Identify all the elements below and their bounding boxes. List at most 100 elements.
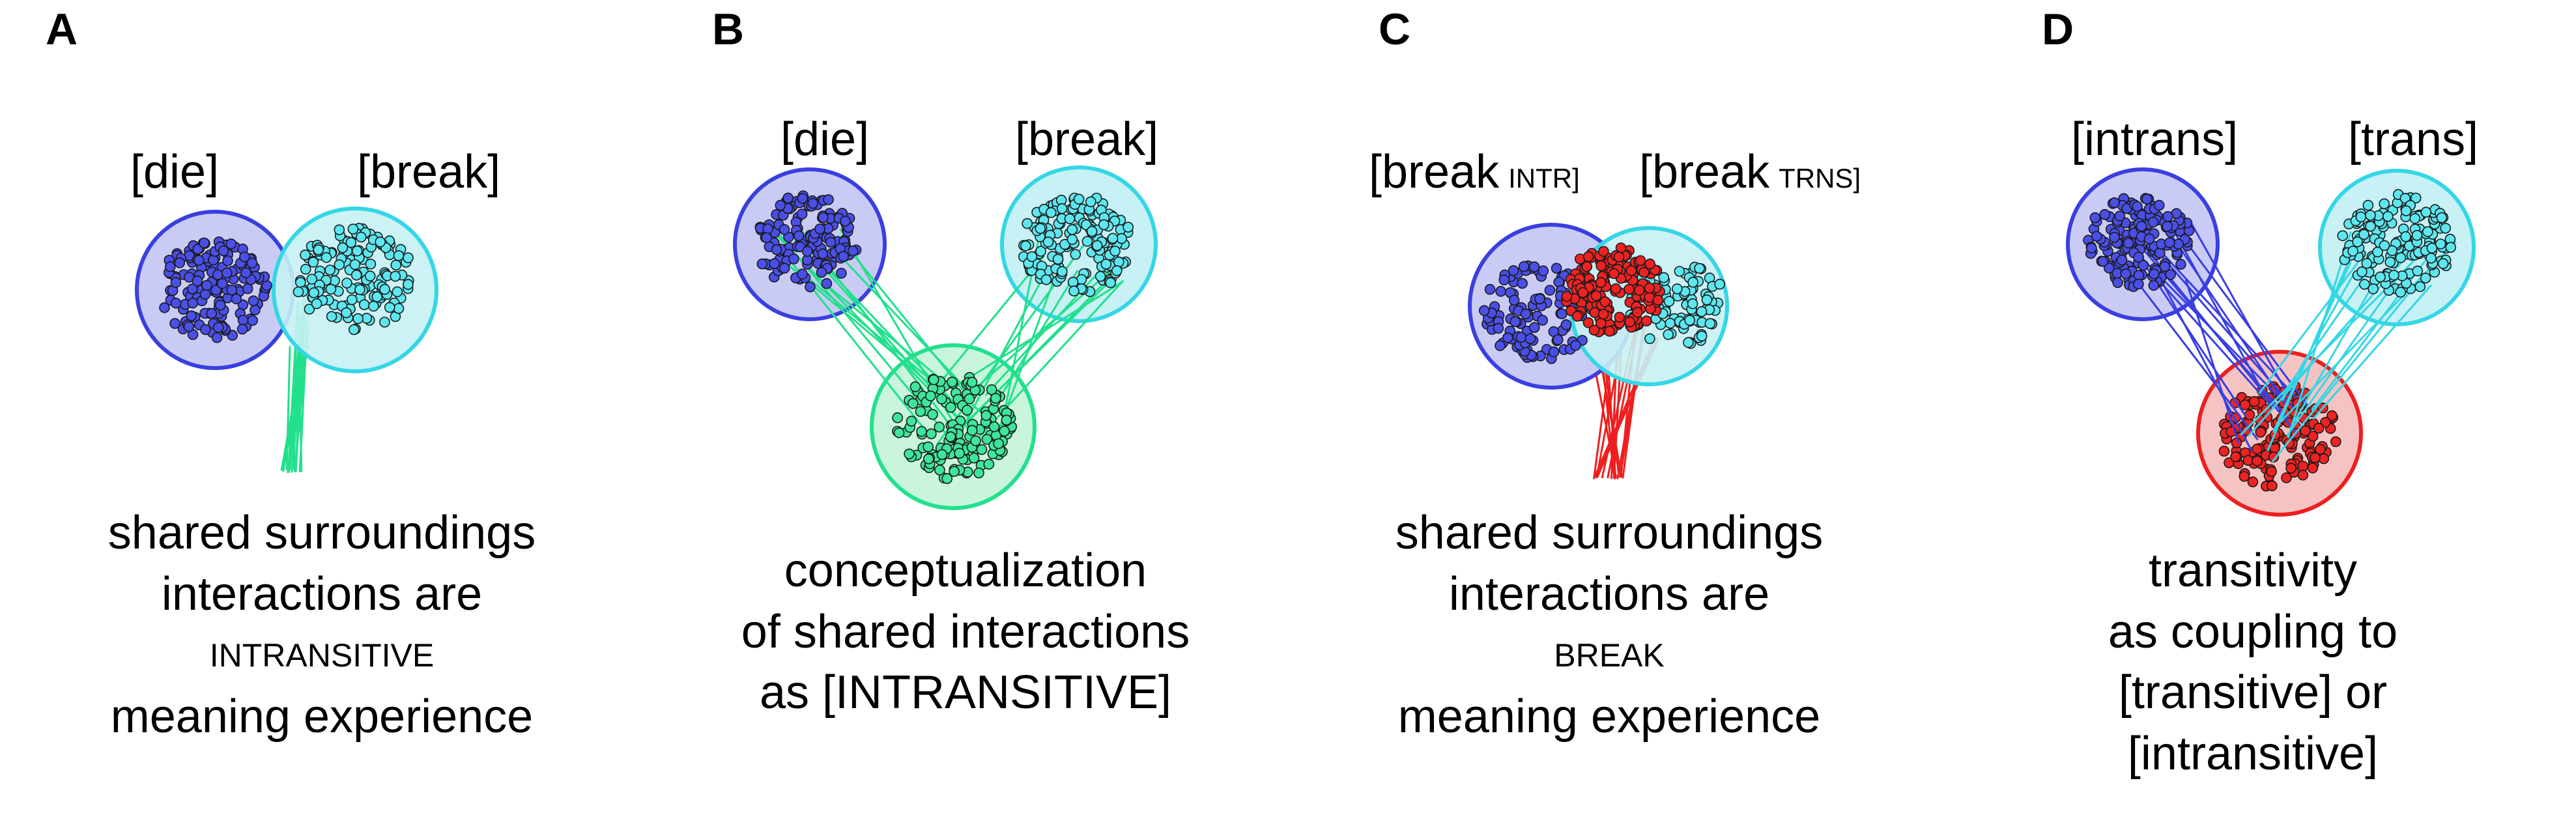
cluster-node [936,393,947,405]
cluster-node [2400,231,2412,242]
cluster-node [375,236,386,248]
cluster-node [1518,261,1530,272]
cluster-node [2162,210,2173,222]
cluster-node [924,390,936,402]
cluster-node [239,251,250,263]
cluster-node [183,321,195,332]
cluster-node [983,459,995,470]
cluster-node [825,236,837,248]
cluster-node [2310,452,2321,464]
cluster-node [371,291,383,302]
cluster-node [936,449,948,461]
cluster-node [2153,199,2165,211]
cluster-node [2330,436,2341,448]
cluster-node [1502,332,1513,343]
cluster-node [1696,306,1708,317]
cluster-node [1599,296,1610,307]
cluster-node [838,251,850,262]
cluster-node [1633,285,1645,296]
cluster-node [2337,230,2349,242]
cluster-node [1613,251,1625,263]
panel-letter: D [2042,5,2074,54]
cluster-node [2143,233,2155,245]
cluster-node [1111,265,1123,276]
cluster-node [2400,205,2412,216]
cluster-node [980,410,992,421]
caption-line: conceptualization [784,545,1147,597]
cluster-node [2133,251,2144,263]
cluster-node [226,284,238,296]
cluster-node [2109,197,2120,208]
cluster-node [2440,222,2452,234]
cluster-node [1614,311,1625,323]
cluster-node [909,381,921,393]
cluster-node [324,264,336,276]
caption: transitivity as coupling to [transitive]… [1931,541,2575,784]
cluster-node [390,259,402,271]
cluster-node [354,284,365,295]
cluster-node [2252,443,2263,455]
trans-label: [trans] [2348,113,2479,165]
cluster-node [1595,277,1607,288]
cluster-node [1059,238,1070,250]
cluster-node [169,318,180,329]
cluster-node [1484,283,1496,295]
cluster-node [2313,422,2325,434]
cluster-node [1095,270,1106,282]
cluster-node [962,405,973,416]
cluster-node [999,425,1010,437]
cluster-node [334,224,345,236]
cluster-node [1561,291,1573,302]
break-label: [break] [357,146,501,198]
cluster-node [225,238,237,250]
cluster-node [199,289,211,300]
cluster-node [403,279,414,290]
cluster-node [2437,258,2449,269]
caption-line: [transitive] or [2118,666,2388,719]
caption-line: BREAK [1554,637,1665,674]
cluster-node [1581,261,1593,272]
cluster-node [928,374,939,386]
cluster-node [2445,242,2457,253]
interaction-link [2267,229,2363,451]
cluster-node [222,255,233,266]
cluster-node [966,377,978,388]
cluster-node [1520,308,1532,320]
cluster-node [945,401,956,413]
cluster-node [2266,466,2277,478]
caption: shared surroundings interactions are INT… [0,503,644,748]
cluster-node [1508,265,1519,276]
interaction-link [2187,218,2289,396]
cluster-node [1582,317,1594,328]
cluster-node [2154,247,2166,259]
cluster-node [840,216,851,227]
cluster-node [2148,268,2160,279]
cluster-node [1694,263,1705,274]
cluster-node [823,194,834,205]
cluster-node [308,287,320,298]
interaction-link [2286,274,2401,437]
cluster-node [769,258,780,269]
caption-line: [intransitive] [2127,727,2379,780]
cluster-node [368,300,379,312]
cluster-node [1552,334,1564,345]
cluster-node [1081,236,1093,247]
cluster-node [1704,318,1716,329]
cluster-node [847,245,859,257]
caption-line: interactions are [161,567,483,620]
interaction-link [2134,279,2259,441]
cluster-node [174,257,186,268]
cluster-node [1598,246,1609,257]
cluster-node [2379,240,2390,251]
cluster-node [2239,399,2251,410]
cluster-node [793,230,805,242]
cluster-node [2362,199,2374,211]
cluster-node [294,277,306,288]
cluster-node [2116,254,2128,266]
cluster-node [248,295,259,307]
cluster-node [1663,296,1675,307]
cluster-node [326,311,337,322]
label-text: [break [1369,146,1500,198]
cluster-node [970,435,981,446]
cluster-node [2114,210,2126,222]
